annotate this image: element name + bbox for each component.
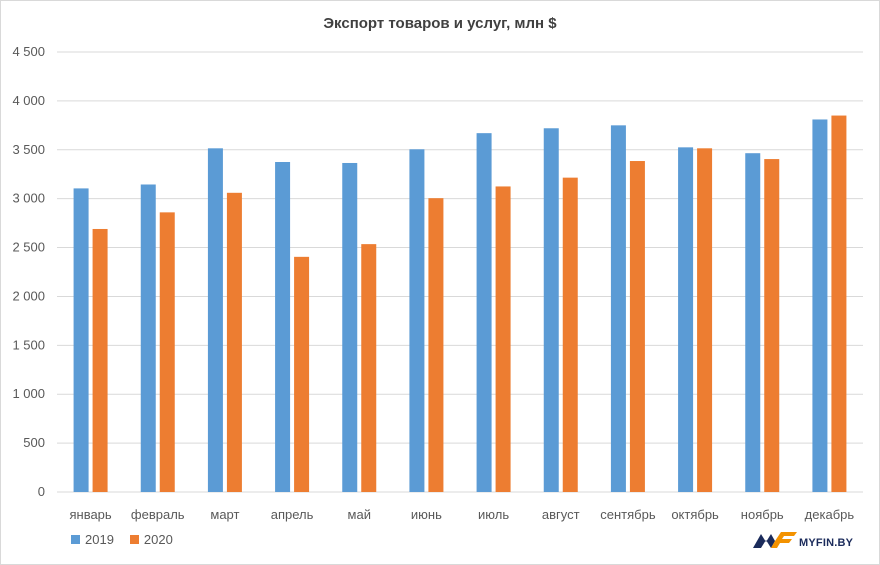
bar-2019-июнь[interactable] <box>409 149 425 493</box>
legend-swatch-2020 <box>129 535 139 544</box>
x-tick-label: январь <box>69 507 111 522</box>
x-tick-label: май <box>348 507 371 522</box>
logo-text: MYFIN.BY <box>799 537 854 549</box>
y-axis-ticks: 0 500 1 000 1 500 2 000 2 500 3 000 3 500 4 000 4… <box>12 44 45 499</box>
bar-2020-сентябрь[interactable] <box>629 161 645 492</box>
legend-item-2019[interactable]: 2019 <box>71 532 114 547</box>
y-tick-label: 2 000 <box>12 288 45 303</box>
bars <box>73 115 847 493</box>
bar-2020-август[interactable] <box>562 177 578 492</box>
y-tick-label: 4 500 <box>12 44 45 59</box>
bar-2019-ноябрь[interactable] <box>745 153 761 492</box>
bar-2019-июль[interactable] <box>476 133 492 492</box>
bar-2020-ноябрь[interactable] <box>764 159 780 493</box>
x-tick-label: ноябрь <box>741 507 784 522</box>
legend: 2019 2020 <box>71 532 173 547</box>
myfin-logo-icon <box>753 532 797 548</box>
y-tick-label: 500 <box>23 435 45 450</box>
y-tick-label: 2 500 <box>12 240 45 255</box>
x-axis-ticks: январь февраль март апрель май июнь июль август… <box>69 507 854 522</box>
legend-label-2019: 2019 <box>85 532 114 547</box>
x-tick-label: декабрь <box>805 507 855 522</box>
legend-item-2020[interactable]: 2020 <box>129 532 173 547</box>
bar-2019-май[interactable] <box>342 162 358 492</box>
bar-2019-сентябрь[interactable] <box>610 125 626 492</box>
bar-2019-январь[interactable] <box>73 188 89 492</box>
bar-2020-январь[interactable] <box>92 228 108 492</box>
x-tick-label: август <box>542 507 580 522</box>
bar-2019-март[interactable] <box>207 148 223 493</box>
bar-2020-май[interactable] <box>361 244 377 492</box>
legend-swatch-2019 <box>71 535 80 544</box>
bar-2019-декабрь[interactable] <box>812 119 828 492</box>
legend-label-2020: 2020 <box>143 532 173 547</box>
bar-2020-март[interactable] <box>226 192 242 493</box>
bar-2019-октябрь[interactable] <box>678 147 694 493</box>
bar-2020-июль[interactable] <box>495 186 511 492</box>
y-tick-label: 0 <box>38 484 45 499</box>
bar-2019-август[interactable] <box>543 128 559 492</box>
x-tick-label: июнь <box>411 507 442 522</box>
bar-2019-февраль[interactable] <box>140 184 156 492</box>
y-tick-label: 4 000 <box>12 93 45 108</box>
x-tick-label: октябрь <box>671 507 719 522</box>
chart-title: Экспорт товаров и услуг, млн $ <box>323 15 557 32</box>
bar-2020-октябрь[interactable] <box>697 148 713 493</box>
x-tick-label: февраль <box>131 507 185 522</box>
x-tick-label: июль <box>478 507 509 522</box>
bar-2020-февраль[interactable] <box>159 212 175 492</box>
bar-2020-апрель[interactable] <box>294 256 310 492</box>
myfin-logo: MYFIN.BY <box>753 528 853 550</box>
y-tick-label: 3 000 <box>12 191 45 206</box>
y-tick-label: 1 000 <box>12 386 45 401</box>
bar-2020-июнь[interactable] <box>428 198 444 492</box>
x-tick-label: март <box>210 507 239 522</box>
bar-2019-апрель[interactable] <box>275 162 291 492</box>
bar-2020-декабрь[interactable] <box>831 115 847 493</box>
x-tick-label: сентябрь <box>600 507 656 522</box>
y-tick-label: 1 500 <box>12 337 45 352</box>
y-tick-label: 3 500 <box>12 142 45 157</box>
x-tick-label: апрель <box>271 507 314 522</box>
gridlines <box>57 51 863 493</box>
